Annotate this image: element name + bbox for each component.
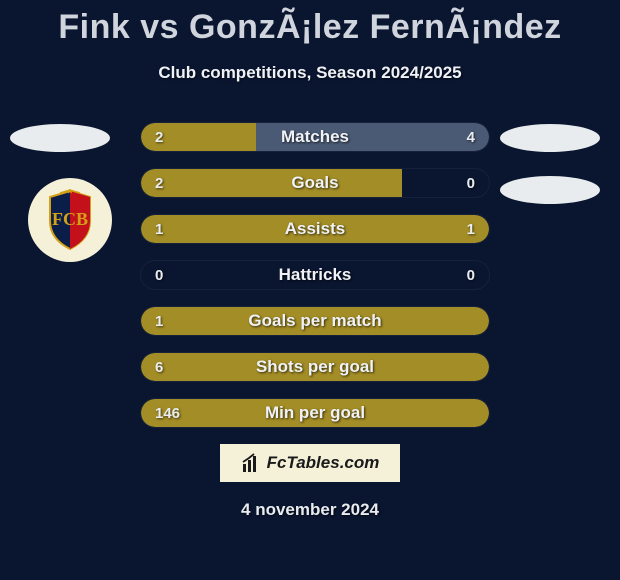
stat-label: Shots per goal: [141, 353, 489, 381]
page-subtitle: Club competitions, Season 2024/2025: [0, 63, 620, 83]
date-text: 4 november 2024: [0, 500, 620, 520]
stat-label: Min per goal: [141, 399, 489, 427]
brand-text: FcTables.com: [267, 453, 380, 473]
stat-row: 00Hattricks: [140, 260, 490, 290]
club-shield-icon: FCB: [45, 189, 95, 251]
club-badge: FCB: [28, 178, 112, 262]
player-left-placeholder: [10, 124, 110, 152]
stat-label: Matches: [141, 123, 489, 151]
stat-row: 11Assists: [140, 214, 490, 244]
stat-label: Hattricks: [141, 261, 489, 289]
stat-row: 146Min per goal: [140, 398, 490, 428]
brand-box: FcTables.com: [220, 444, 400, 482]
svg-text:FCB: FCB: [52, 209, 88, 229]
stat-row: 1Goals per match: [140, 306, 490, 336]
stat-row: 6Shots per goal: [140, 352, 490, 382]
stats-bars: 24Matches 20Goals 11Assists 00Hattricks 1Goa…: [140, 122, 490, 444]
page-title: Fink vs GonzÃ¡lez FernÃ¡ndez: [0, 0, 620, 47]
brand-chart-icon: [241, 452, 263, 474]
player-right-placeholder-1: [500, 124, 600, 152]
stat-label: Goals: [141, 169, 489, 197]
stat-row: 20Goals: [140, 168, 490, 198]
stat-label: Goals per match: [141, 307, 489, 335]
player-right-placeholder-2: [500, 176, 600, 204]
stat-row: 24Matches: [140, 122, 490, 152]
stat-label: Assists: [141, 215, 489, 243]
